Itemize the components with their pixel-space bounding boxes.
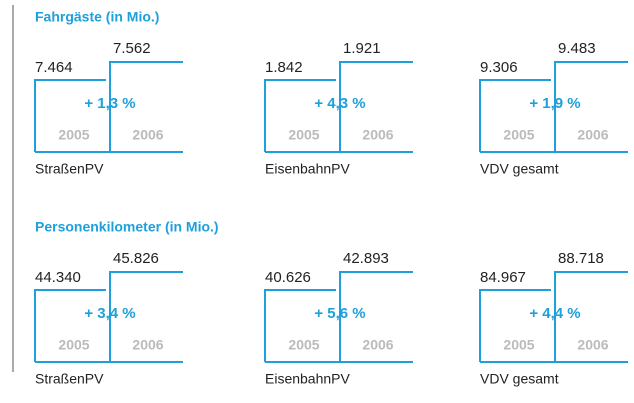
year-from: 2005 (288, 337, 319, 353)
year-from: 2005 (288, 127, 319, 143)
value-to: 9.483 (558, 40, 596, 57)
item-label: EisenbahnPV (265, 161, 351, 177)
value-to: 88.718 (558, 250, 604, 267)
change: + 4,3 % (314, 95, 365, 112)
change: + 3,4 % (84, 305, 135, 322)
value-from: 9.306 (480, 59, 518, 76)
year-to: 2006 (577, 127, 608, 143)
value-from: 84.967 (480, 269, 526, 286)
year-to: 2006 (132, 127, 163, 143)
value-from: 40.626 (265, 269, 311, 286)
change: + 1,3 % (84, 95, 135, 112)
value-from: 44.340 (35, 269, 81, 286)
year-to: 2006 (362, 127, 393, 143)
year-to: 2006 (577, 337, 608, 353)
year-from: 2005 (503, 337, 534, 353)
section-title: Personenkilometer (in Mio.) (35, 219, 219, 235)
change: + 5,6 % (314, 305, 365, 322)
item-label: StraßenPV (35, 371, 104, 387)
year-from: 2005 (58, 337, 89, 353)
item-label: VDV gesamt (480, 161, 559, 177)
section-title: Fahrgäste (in Mio.) (35, 9, 159, 25)
value-to: 7.562 (113, 40, 151, 57)
change: + 4,4 % (529, 305, 580, 322)
item-label: StraßenPV (35, 161, 104, 177)
year-to: 2006 (362, 337, 393, 353)
item-label: EisenbahnPV (265, 371, 351, 387)
value-from: 1.842 (265, 59, 303, 76)
year-from: 2005 (503, 127, 534, 143)
year-from: 2005 (58, 127, 89, 143)
item-label: VDV gesamt (480, 371, 559, 387)
value-to: 1.921 (343, 40, 381, 57)
value-from: 7.464 (35, 59, 73, 76)
change: + 1,9 % (529, 95, 580, 112)
value-to: 45.826 (113, 250, 159, 267)
year-to: 2006 (132, 337, 163, 353)
value-to: 42.893 (343, 250, 389, 267)
